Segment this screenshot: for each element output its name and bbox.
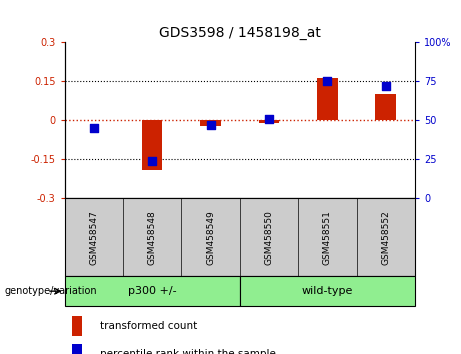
Text: transformed count: transformed count [100,321,197,331]
Point [324,79,331,84]
Point [382,83,390,89]
Bar [200,120,221,126]
Text: wild-type: wild-type [301,286,353,296]
Bar [375,95,396,120]
Point [90,125,97,131]
Text: GSM458552: GSM458552 [381,210,390,264]
Text: percentile rank within the sample: percentile rank within the sample [100,349,276,354]
Text: GSM458550: GSM458550 [265,210,273,265]
Text: GSM458549: GSM458549 [206,210,215,264]
Bar [71,344,82,354]
Bar [71,316,82,336]
Text: GSM458548: GSM458548 [148,210,157,264]
Bar [240,276,415,306]
Bar [317,78,337,120]
Bar [142,120,162,170]
Point [207,122,214,128]
Text: GSM458551: GSM458551 [323,210,332,265]
Bar [65,276,240,306]
Text: GSM458547: GSM458547 [89,210,98,264]
Bar [259,120,279,123]
Text: genotype/variation: genotype/variation [5,286,97,296]
Text: p300 +/-: p300 +/- [128,286,177,296]
Point [148,158,156,164]
Title: GDS3598 / 1458198_at: GDS3598 / 1458198_at [159,26,321,40]
Point [265,116,272,122]
